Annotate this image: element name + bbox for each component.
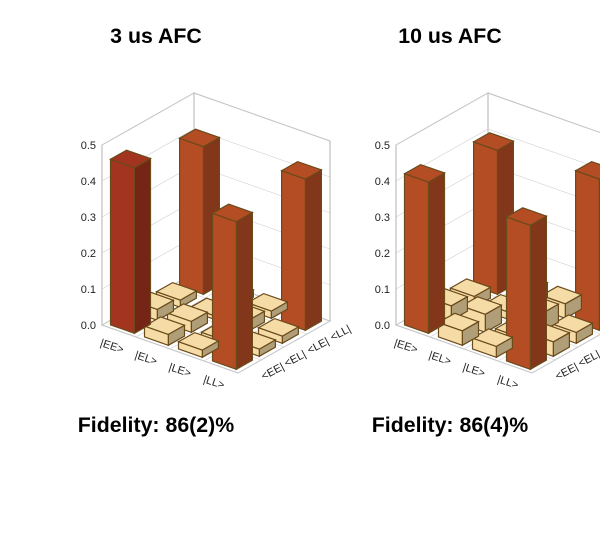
svg-text:0.3: 0.3 [375, 212, 390, 224]
svg-text:|EL>: |EL> [133, 349, 158, 367]
svg-text:|LE>: |LE> [167, 361, 192, 379]
panel-3us: 3 us AFC 0.0 0.1 0.2 0.3 0.4 0.5 |EE> |EL> |LE> |… [16, 0, 296, 438]
svg-text:0.5: 0.5 [375, 140, 390, 152]
svg-text:0.1: 0.1 [81, 284, 96, 296]
svg-text:|EL>: |EL> [427, 349, 452, 367]
svg-text:0.5: 0.5 [81, 140, 96, 152]
svg-text:<EL|: <EL| [576, 348, 600, 369]
svg-text:|EE>: |EE> [99, 337, 126, 356]
svg-text:|LE>: |LE> [461, 361, 486, 379]
svg-text:|LL>: |LL> [202, 374, 226, 392]
svg-text:0.1: 0.1 [375, 284, 390, 296]
svg-text:0.4: 0.4 [375, 176, 390, 188]
fidelity-label-right: Fidelity: 86(4)% [310, 413, 590, 438]
panel-10us: 10 us AFC 0.0 0.1 0.2 0.3 0.4 0.5 |EE> |EL> |LE>… [310, 0, 590, 438]
chart-3d-right: 0.00.10.20.30.40.5|EE>|EL>|LE>|LL><EE|<E… [310, 87, 580, 407]
svg-text:|LL>: |LL> [496, 374, 520, 392]
fidelity-label-left: Fidelity: 86(2)% [16, 413, 296, 438]
svg-text:<EL|: <EL| [282, 348, 308, 369]
svg-text:0.3: 0.3 [81, 212, 96, 224]
svg-text:0.0: 0.0 [81, 320, 96, 332]
chart-title-left: 3 us AFC [16, 24, 296, 49]
svg-text:|EE>: |EE> [393, 337, 420, 356]
chart-title-right: 10 us AFC [310, 24, 590, 49]
figure-container: 3 us AFC 0.0 0.1 0.2 0.3 0.4 0.5 |EE> |EL> |LE> |… [0, 0, 600, 543]
svg-text:<EE|: <EE| [259, 361, 286, 383]
chart-3d-left: 0.00.10.20.30.40.5|EE>|EL>|LE>|LL><EE|<E… [16, 87, 286, 407]
svg-text:0.0: 0.0 [375, 320, 390, 332]
svg-text:<EE|: <EE| [553, 361, 580, 383]
svg-text:0.2: 0.2 [375, 248, 390, 260]
svg-text:0.4: 0.4 [81, 176, 96, 188]
svg-text:0.2: 0.2 [81, 248, 96, 260]
